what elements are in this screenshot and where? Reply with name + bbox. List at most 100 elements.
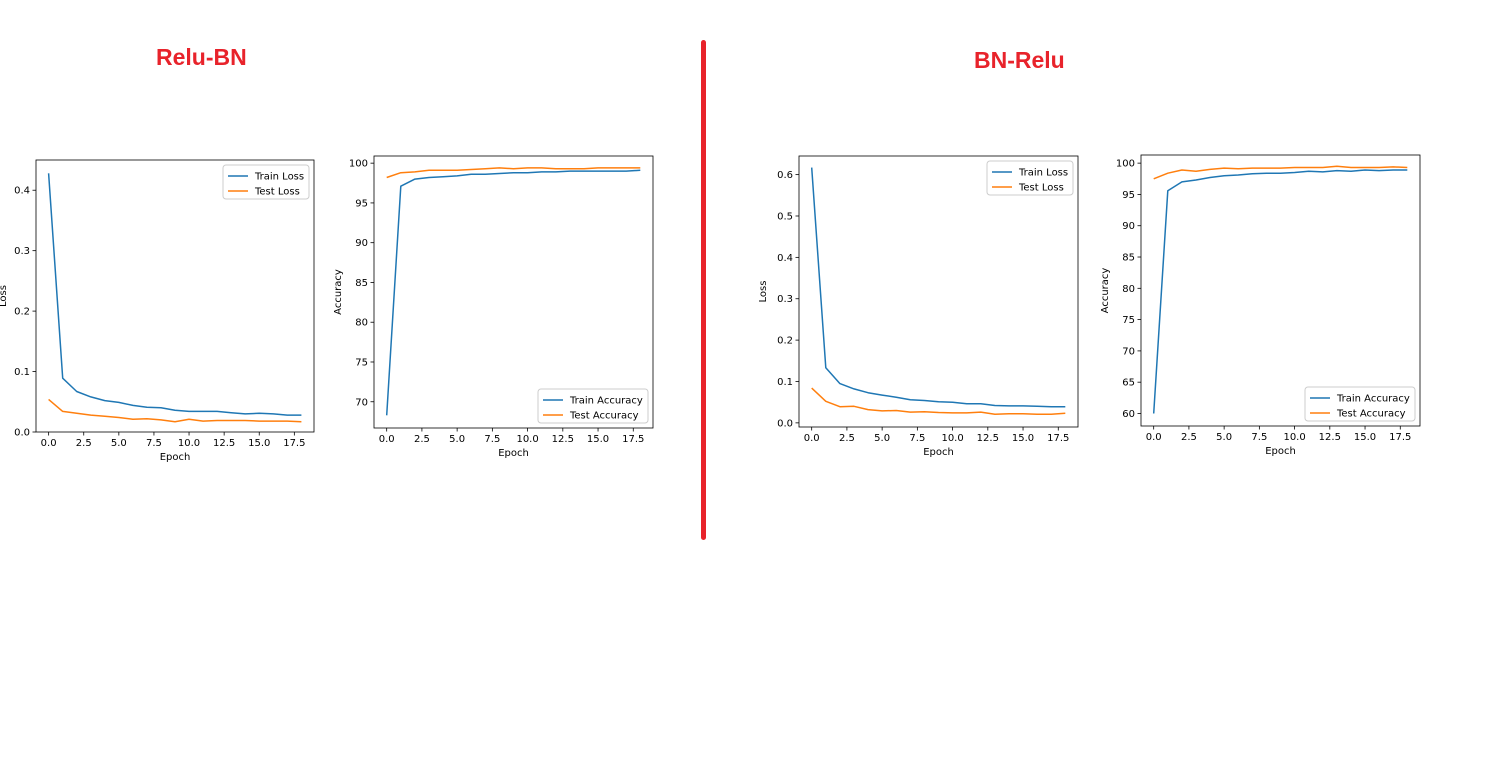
y-tick-label: 85 <box>1122 253 1135 264</box>
x-tick-label: 7.5 <box>484 434 500 445</box>
legend-label: Test Accuracy <box>569 411 639 422</box>
series-line-test-accuracy <box>1153 165 1408 180</box>
x-axis-label: Epoch <box>160 452 191 463</box>
legend-label: Test Accuracy <box>1336 409 1406 420</box>
x-tick-label: 12.5 <box>213 438 235 449</box>
x-tick-label: 17.5 <box>283 438 305 449</box>
y-tick-label: 0.3 <box>777 294 793 305</box>
legend-label: Test Loss <box>1018 183 1064 194</box>
series-line-test-loss <box>811 387 1066 415</box>
legend: Train Loss Test Loss <box>986 160 1074 196</box>
y-tick-label: 80 <box>355 318 368 329</box>
series-line-test-loss <box>48 398 302 423</box>
y-tick-label: 75 <box>1122 315 1135 326</box>
y-tick-label: 80 <box>1122 284 1135 295</box>
chart-3: 0.0 2.5 5.0 7.5 10.0 12.5 15.0 17.5 0.0 0.1 0.2 0.3… <box>758 155 1079 458</box>
y-tick-label: 0.6 <box>777 170 793 181</box>
y-tick-label: 0.4 <box>14 186 30 197</box>
y-tick-label: 0.5 <box>777 211 793 222</box>
x-tick-label: 0.0 <box>1146 432 1162 443</box>
x-tick-label: 7.5 <box>909 433 925 444</box>
x-tick-label: 2.5 <box>414 434 430 445</box>
legend-box <box>1304 386 1416 422</box>
series-line-train-loss <box>810 167 1066 408</box>
legend-label: Train Loss <box>1018 168 1068 179</box>
x-tick-label: 2.5 <box>76 438 92 449</box>
series-line-test-accuracy <box>386 167 641 179</box>
y-tick-label: 0.1 <box>14 367 30 378</box>
x-tick-label: 12.5 <box>552 434 574 445</box>
x-tick-label: 7.5 <box>1251 432 1267 443</box>
legend-label: Test Loss <box>254 187 300 198</box>
relu-bn-title: Relu-BN <box>156 44 247 70</box>
y-tick-label: 90 <box>1122 221 1135 232</box>
x-tick-label: 12.5 <box>977 433 999 444</box>
x-tick-label: 15.0 <box>248 438 270 449</box>
x-tick-label: 2.5 <box>839 433 855 444</box>
legend: Train Accuracy Test Accuracy <box>1304 386 1416 422</box>
x-tick-label: 15.0 <box>1354 432 1376 443</box>
y-tick-label: 0.3 <box>14 246 30 257</box>
plot-frame <box>35 159 315 433</box>
x-tick-label: 10.0 <box>516 434 538 445</box>
x-axis-label: Epoch <box>498 448 529 459</box>
x-tick-label: 5.0 <box>111 438 127 449</box>
y-axis-label: Loss <box>0 285 9 307</box>
x-tick-label: 2.5 <box>1181 432 1197 443</box>
y-tick-label: 65 <box>1122 378 1135 389</box>
x-tick-label: 17.5 <box>1047 433 1069 444</box>
series-line-train-loss <box>47 173 302 416</box>
series-line-train-accuracy <box>1152 169 1408 414</box>
x-axis-label: Epoch <box>1265 446 1296 457</box>
y-tick-label: 0.4 <box>777 253 793 264</box>
legend-label: Train Loss <box>254 172 304 183</box>
section-divider <box>701 40 706 540</box>
x-tick-label: 0.0 <box>41 438 57 449</box>
x-tick-label: 10.0 <box>178 438 200 449</box>
y-tick-label: 70 <box>1122 346 1135 357</box>
x-tick-label: 10.0 <box>1283 432 1305 443</box>
y-tick-label: 100 <box>1116 159 1135 170</box>
y-tick-label: 0.0 <box>14 428 30 439</box>
legend-box <box>537 388 649 424</box>
y-axis-label: Accuracy <box>1100 268 1111 314</box>
x-tick-label: 5.0 <box>1216 432 1232 443</box>
x-tick-label: 0.0 <box>804 433 820 444</box>
y-tick-label: 95 <box>1122 190 1135 201</box>
x-tick-label: 15.0 <box>1012 433 1034 444</box>
legend: Train Accuracy Test Accuracy <box>537 388 649 424</box>
x-tick-label: 0.0 <box>379 434 395 445</box>
x-tick-label: 7.5 <box>146 438 162 449</box>
y-tick-label: 0.2 <box>777 336 793 347</box>
plot-frame <box>373 155 654 429</box>
y-tick-label: 0.1 <box>777 377 793 388</box>
x-tick-label: 15.0 <box>587 434 609 445</box>
y-tick-label: 60 <box>1122 409 1135 420</box>
y-tick-label: 95 <box>355 198 368 209</box>
y-tick-label: 100 <box>349 159 368 170</box>
x-tick-label: 17.5 <box>1389 432 1411 443</box>
legend-label: Train Accuracy <box>569 396 643 407</box>
legend: Train Loss Test Loss <box>222 164 310 200</box>
series-line-train-accuracy <box>385 169 641 416</box>
y-tick-label: 90 <box>355 238 368 249</box>
x-axis-label: Epoch <box>923 447 954 458</box>
x-tick-label: 17.5 <box>622 434 644 445</box>
x-tick-label: 10.0 <box>941 433 963 444</box>
legend-label: Train Accuracy <box>1336 394 1410 405</box>
x-tick-label: 5.0 <box>874 433 890 444</box>
y-tick-label: 75 <box>355 357 368 368</box>
chart-4: 0.0 2.5 5.0 7.5 10.0 12.5 15.0 17.5 60 65 70 75 80 85… <box>1100 154 1421 457</box>
plot-frame <box>1140 154 1421 427</box>
chart-2: 0.0 2.5 5.0 7.5 10.0 12.5 15.0 17.5 70 75 80 85 90 95… <box>333 155 654 459</box>
y-tick-label: 85 <box>355 278 368 289</box>
y-axis-label: Accuracy <box>333 269 344 315</box>
y-tick-label: 0.2 <box>14 307 30 318</box>
y-tick-label: 0.0 <box>777 418 793 429</box>
x-tick-label: 12.5 <box>1319 432 1341 443</box>
y-axis-label: Loss <box>758 281 769 303</box>
bn-relu-title: BN-Relu <box>974 47 1065 73</box>
plot-frame <box>798 155 1079 428</box>
x-tick-label: 5.0 <box>449 434 465 445</box>
